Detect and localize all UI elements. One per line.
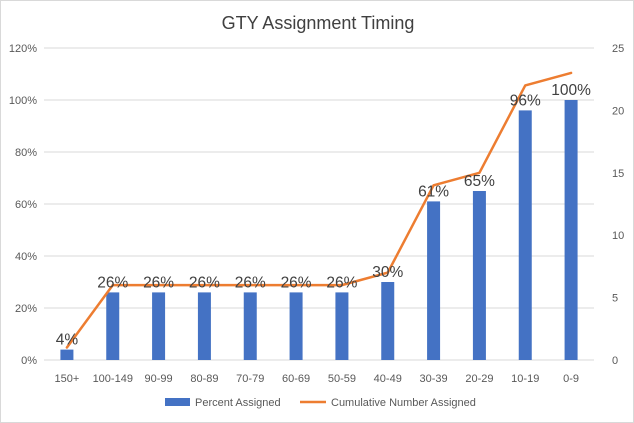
data-label: 26% <box>189 274 220 291</box>
data-label: 65% <box>464 173 495 190</box>
data-label: 26% <box>143 274 174 291</box>
bar <box>427 201 441 360</box>
bar <box>106 292 120 360</box>
y-left-tick-label: 120% <box>9 43 37 55</box>
bar <box>60 349 74 360</box>
y-left-tick-label: 60% <box>15 199 37 211</box>
bar <box>381 282 395 360</box>
y-left-tick-label: 100% <box>9 95 37 107</box>
y-left-tick-label: 20% <box>15 303 37 315</box>
x-tick-label: 80-89 <box>190 373 218 385</box>
x-tick-label: 150+ <box>55 373 80 385</box>
x-tick-label: 0-9 <box>563 373 579 385</box>
y-left-tick-label: 0% <box>21 355 37 367</box>
data-label: 96% <box>510 92 541 109</box>
x-tick-label: 70-79 <box>236 373 264 385</box>
y-right-tick-label: 10 <box>612 230 624 242</box>
y-right-tick-label: 20 <box>612 105 624 117</box>
data-label: 26% <box>281 274 312 291</box>
y-right-tick-label: 0 <box>612 355 618 367</box>
data-label: 4% <box>56 332 79 349</box>
x-tick-label: 100-149 <box>93 373 133 385</box>
y-left-tick-label: 40% <box>15 251 37 263</box>
data-label: 26% <box>97 274 128 291</box>
x-tick-label: 30-39 <box>420 373 448 385</box>
y-left-tick-label: 80% <box>15 147 37 159</box>
chart-title: GTY Assignment Timing <box>221 13 415 33</box>
data-label: 100% <box>551 82 591 99</box>
data-label: 30% <box>372 264 403 281</box>
y-right-tick-label: 25 <box>612 43 624 55</box>
x-tick-label: 90-99 <box>145 373 173 385</box>
data-label: 26% <box>235 274 266 291</box>
x-tick-label: 10-19 <box>511 373 539 385</box>
series-line-cumulative <box>65 71 573 349</box>
bar <box>197 292 211 360</box>
x-tick-label: 60-69 <box>282 373 310 385</box>
bar <box>518 110 532 361</box>
bar <box>289 292 303 360</box>
y-right-tick-label: 15 <box>612 168 624 180</box>
y-right-tick-label: 5 <box>612 293 618 305</box>
bar <box>335 292 349 360</box>
x-tick-label: 50-59 <box>328 373 356 385</box>
x-tick-label: 20-29 <box>465 373 493 385</box>
bar <box>564 100 578 360</box>
bar <box>243 292 257 360</box>
data-label: 61% <box>418 183 449 200</box>
data-label: 26% <box>326 274 357 291</box>
legend-label: Cumulative Number Assigned <box>331 397 476 409</box>
legend-swatch-bar <box>165 398 190 406</box>
bar <box>152 292 166 360</box>
bar <box>472 191 486 360</box>
x-tick-label: 40-49 <box>374 373 402 385</box>
legend-label: Percent Assigned <box>195 397 281 409</box>
